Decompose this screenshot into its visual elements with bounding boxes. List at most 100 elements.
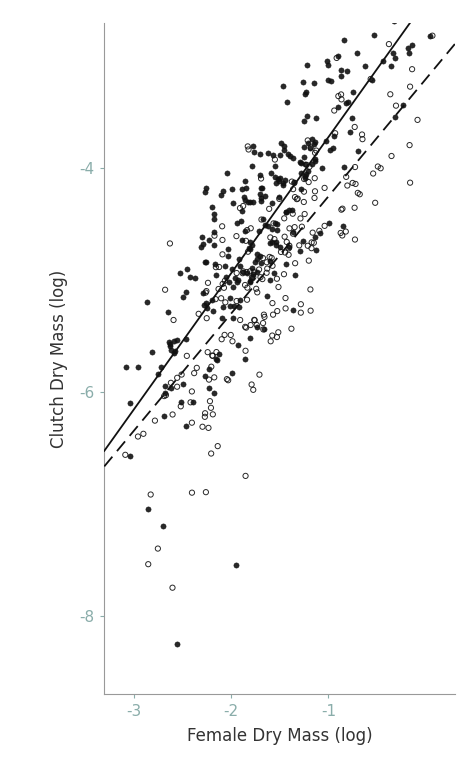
Point (195, 308, 202, 320)
Point (173, 381, 181, 393)
Point (392, 52, 399, 64)
Point (361, 60, 368, 72)
Point (254, 248, 261, 261)
Point (209, 305, 217, 317)
Point (203, 301, 211, 314)
Point (268, 236, 276, 248)
Point (301, 88, 309, 100)
Point (265, 203, 273, 215)
Point (406, 177, 414, 189)
Point (282, 206, 290, 218)
Point (271, 160, 278, 172)
Point (154, 368, 161, 380)
Point (281, 212, 288, 224)
Point (206, 363, 213, 375)
Point (379, 56, 387, 68)
Point (307, 305, 314, 317)
Point (208, 294, 216, 306)
Point (233, 275, 240, 288)
Point (289, 227, 297, 240)
Point (288, 204, 296, 216)
Point (252, 283, 260, 295)
Point (266, 254, 274, 267)
Point (212, 261, 219, 274)
Point (298, 183, 305, 195)
Point (242, 234, 250, 247)
Point (227, 299, 234, 311)
Point (266, 237, 274, 249)
Point (428, 29, 436, 42)
Point (226, 276, 233, 288)
Point (233, 217, 241, 229)
Point (280, 140, 287, 153)
Point (298, 221, 306, 233)
Point (147, 488, 155, 500)
Point (269, 308, 277, 321)
Point (308, 236, 316, 248)
Point (311, 172, 319, 184)
Point (257, 192, 264, 204)
Point (272, 171, 279, 183)
Point (304, 165, 312, 177)
Point (205, 373, 213, 386)
Point (271, 233, 278, 245)
Point (213, 346, 220, 359)
Point (228, 366, 236, 379)
Point (201, 256, 209, 268)
Point (219, 184, 227, 197)
Point (390, 0, 397, 7)
Point (342, 225, 350, 237)
Point (215, 348, 223, 361)
Point (283, 236, 291, 248)
Point (228, 335, 236, 348)
Point (187, 271, 194, 283)
Point (405, 46, 413, 59)
Point (241, 194, 249, 207)
Point (277, 246, 285, 258)
Point (255, 264, 263, 276)
Point (350, 86, 357, 98)
Point (293, 193, 301, 205)
Point (282, 206, 290, 218)
Point (273, 273, 281, 285)
Point (160, 390, 168, 402)
Point (387, 59, 395, 72)
Point (204, 277, 212, 289)
Point (285, 242, 292, 254)
Point (272, 236, 279, 248)
Point (267, 335, 274, 348)
Point (210, 371, 218, 383)
Point (235, 274, 242, 286)
Point (249, 268, 257, 281)
Point (300, 196, 308, 208)
Point (294, 193, 301, 205)
Point (282, 302, 289, 315)
Point (386, 88, 394, 100)
Point (210, 387, 218, 399)
Point (173, 638, 181, 650)
Point (351, 161, 359, 173)
Point (289, 183, 297, 195)
Point (248, 379, 255, 391)
Point (311, 185, 319, 197)
Point (264, 262, 271, 274)
Point (276, 172, 284, 184)
Point (346, 126, 354, 138)
Point (249, 271, 257, 284)
Point (253, 266, 261, 278)
Point (219, 278, 227, 290)
Point (281, 246, 289, 258)
Point (229, 311, 237, 324)
Point (279, 79, 287, 92)
Point (170, 335, 178, 348)
Point (285, 241, 293, 254)
Point (242, 225, 249, 237)
Point (308, 242, 315, 254)
Point (242, 322, 250, 334)
Point (408, 63, 416, 76)
Point (351, 201, 358, 214)
Point (236, 202, 244, 214)
Point (288, 176, 296, 188)
Point (321, 220, 328, 232)
Point (280, 144, 288, 157)
